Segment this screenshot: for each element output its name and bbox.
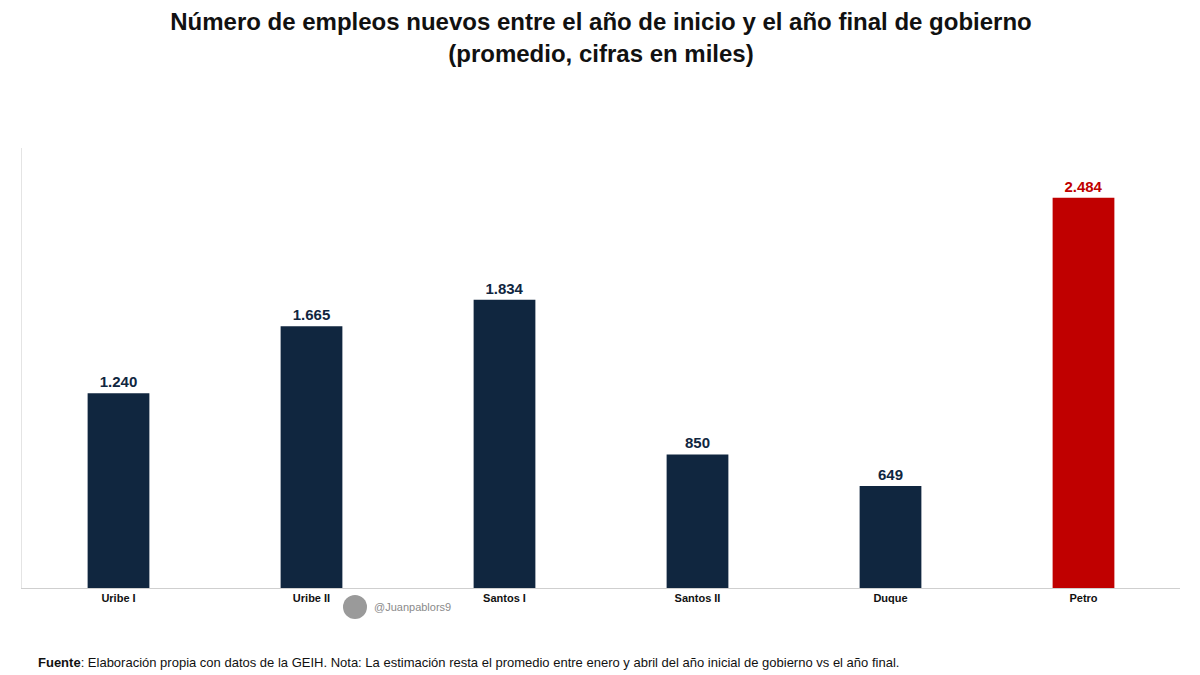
svg-text:Santos II: Santos II xyxy=(675,592,721,604)
svg-text:850: 850 xyxy=(685,434,710,451)
svg-text:Duque: Duque xyxy=(873,592,907,604)
svg-text:1.834: 1.834 xyxy=(485,280,523,297)
svg-text:1.240: 1.240 xyxy=(100,373,138,390)
svg-text:Fuente: Elaboración propia con: Fuente: Elaboración propia con datos de … xyxy=(38,655,899,670)
svg-text:1.665: 1.665 xyxy=(293,306,331,323)
svg-text:Uribe II: Uribe II xyxy=(293,592,330,604)
svg-text:2.484: 2.484 xyxy=(1064,178,1102,195)
svg-text:Petro: Petro xyxy=(1069,592,1097,604)
svg-text:@Juanpablors9: @Juanpablors9 xyxy=(374,601,451,613)
svg-text:Número de empleos nuevos entre: Número de empleos nuevos entre el año de… xyxy=(170,8,1032,66)
svg-text:Uribe I: Uribe I xyxy=(101,592,135,604)
svg-text:Santos I: Santos I xyxy=(483,592,526,604)
svg-text:649: 649 xyxy=(878,466,903,483)
